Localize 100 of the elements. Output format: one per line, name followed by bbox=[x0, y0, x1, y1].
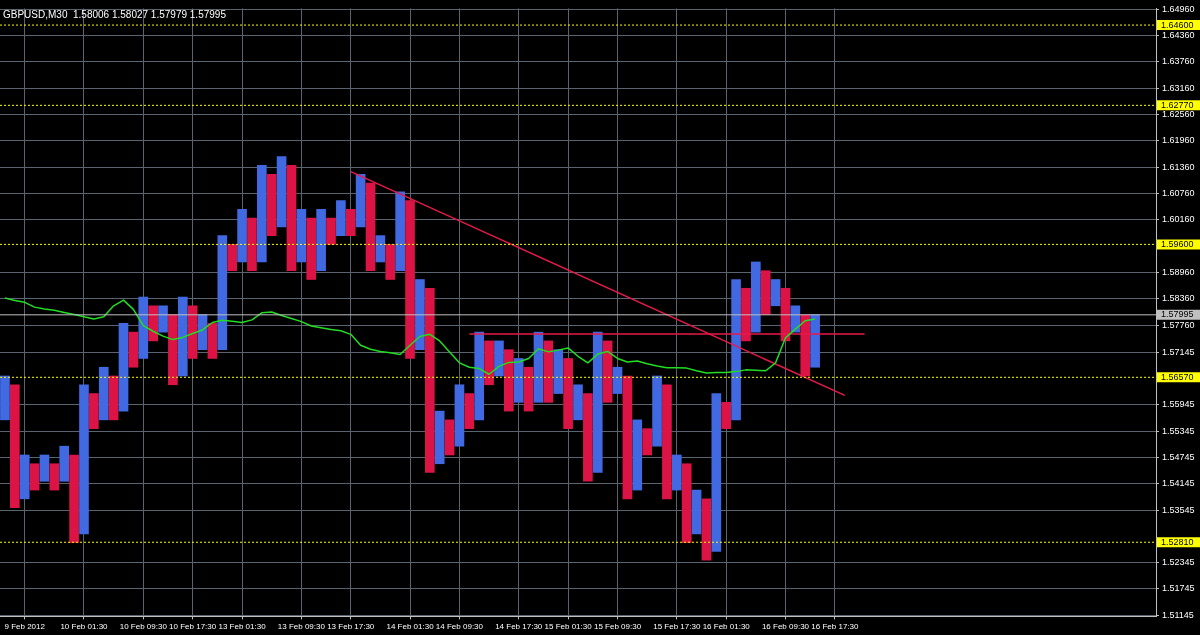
bar bbox=[336, 200, 346, 236]
x-tick-label: 16 Feb 09:30 bbox=[761, 622, 810, 632]
bar bbox=[79, 384, 89, 535]
bar bbox=[464, 393, 475, 429]
bar bbox=[444, 419, 455, 456]
bar bbox=[9, 384, 20, 508]
bar bbox=[177, 296, 188, 377]
bar bbox=[662, 384, 672, 500]
x-tick-label: 15 Feb 09:30 bbox=[593, 622, 642, 632]
x-tick-label: 9 Feb 2012 bbox=[4, 622, 46, 632]
bar bbox=[365, 182, 376, 272]
bar bbox=[227, 244, 238, 272]
ref-line-label: 1.64600 bbox=[1161, 19, 1194, 30]
bar bbox=[454, 384, 465, 447]
bar bbox=[59, 445, 70, 482]
bar bbox=[691, 489, 702, 535]
y-tick-label: 1.64960 bbox=[1162, 3, 1195, 14]
y-tick-label: 1.64360 bbox=[1162, 30, 1195, 41]
y-tick-label: 1.51145 bbox=[1162, 609, 1194, 620]
bar bbox=[484, 340, 494, 386]
x-tick-label: 15 Feb 01:30 bbox=[544, 622, 593, 632]
bar bbox=[276, 156, 287, 228]
y-tick-label: 1.57145 bbox=[1162, 346, 1195, 357]
bar bbox=[671, 454, 682, 491]
x-tick-label: 15 Feb 17:30 bbox=[653, 622, 701, 632]
x-tick-label: 10 Feb 01:30 bbox=[60, 622, 109, 632]
bar bbox=[385, 244, 396, 280]
bar bbox=[345, 208, 356, 236]
bar bbox=[128, 331, 139, 368]
bar bbox=[563, 358, 573, 429]
ref-line-label: 1.62770 bbox=[1161, 99, 1194, 110]
bar bbox=[513, 358, 524, 403]
bar bbox=[257, 165, 267, 263]
bar bbox=[29, 463, 40, 491]
y-tick-label: 1.54145 bbox=[1162, 478, 1195, 489]
x-tick-label: 16 Feb 01:30 bbox=[702, 622, 751, 632]
y-tick-label: 1.55945 bbox=[1162, 399, 1195, 410]
x-tick-label: 16 Feb 17:30 bbox=[811, 622, 860, 632]
bar bbox=[158, 305, 168, 333]
bar bbox=[118, 323, 129, 412]
x-tick-label: 13 Feb 01:30 bbox=[218, 622, 267, 632]
bar bbox=[494, 340, 504, 377]
y-tick-label: 1.58960 bbox=[1162, 266, 1195, 277]
bar bbox=[701, 498, 712, 561]
bar bbox=[39, 454, 50, 482]
bar bbox=[711, 393, 722, 552]
bar bbox=[622, 375, 633, 500]
bar bbox=[424, 287, 435, 473]
bar bbox=[632, 419, 643, 491]
bar bbox=[316, 208, 326, 272]
chart-title: GBPUSD,M30 1.58006 1.58027 1.57979 1.57995 bbox=[3, 9, 227, 21]
bar bbox=[721, 402, 732, 429]
bar bbox=[108, 375, 119, 421]
x-tick-label: 13 Feb 17:30 bbox=[327, 622, 375, 632]
bar bbox=[148, 305, 158, 342]
x-tick-label: 10 Feb 17:30 bbox=[169, 622, 217, 632]
bar bbox=[583, 393, 593, 482]
x-tick-label: 13 Feb 09:30 bbox=[277, 622, 326, 632]
bar bbox=[98, 366, 109, 421]
y-tick-label: 1.51745 bbox=[1162, 583, 1195, 594]
y-tick-label: 1.57760 bbox=[1162, 319, 1195, 330]
bar bbox=[0, 375, 10, 421]
x-tick-label: 14 Feb 09:30 bbox=[435, 622, 484, 632]
bar bbox=[681, 463, 692, 544]
bar bbox=[19, 454, 30, 500]
bar bbox=[523, 366, 534, 412]
bar bbox=[355, 173, 366, 228]
bar bbox=[138, 296, 149, 359]
y-tick-label: 1.61960 bbox=[1162, 135, 1195, 146]
bar bbox=[810, 314, 820, 368]
x-tick-label: 14 Feb 01:30 bbox=[386, 622, 435, 632]
bar bbox=[405, 200, 415, 359]
bar bbox=[266, 173, 277, 236]
ref-line-label: 1.56570 bbox=[1161, 371, 1194, 382]
y-tick-label: 1.63160 bbox=[1162, 82, 1195, 93]
bar bbox=[474, 331, 485, 421]
bar bbox=[760, 270, 771, 315]
y-tick-label: 1.52345 bbox=[1162, 557, 1195, 568]
ref-line-label: 1.59600 bbox=[1161, 238, 1194, 249]
bar bbox=[217, 235, 228, 351]
x-tick-label: 14 Feb 17:30 bbox=[495, 622, 543, 632]
bar bbox=[89, 393, 99, 429]
y-tick-label: 1.58360 bbox=[1162, 293, 1195, 304]
bar bbox=[168, 314, 178, 386]
bar bbox=[286, 165, 297, 272]
y-tick-label: 1.54745 bbox=[1162, 451, 1195, 462]
x-tick-label: 10 Feb 09:30 bbox=[119, 622, 168, 632]
bar bbox=[573, 384, 583, 421]
bar bbox=[395, 191, 405, 272]
bar bbox=[207, 323, 218, 359]
bar bbox=[415, 279, 425, 351]
bar bbox=[187, 305, 198, 359]
bar bbox=[375, 235, 386, 263]
y-tick-label: 1.53545 bbox=[1162, 504, 1195, 515]
y-tick-label: 1.60160 bbox=[1162, 214, 1195, 225]
bar bbox=[642, 428, 652, 456]
y-tick-label: 1.55345 bbox=[1162, 425, 1195, 436]
y-tick-label: 1.61360 bbox=[1162, 161, 1195, 172]
bar bbox=[237, 208, 247, 263]
bar bbox=[553, 349, 564, 394]
